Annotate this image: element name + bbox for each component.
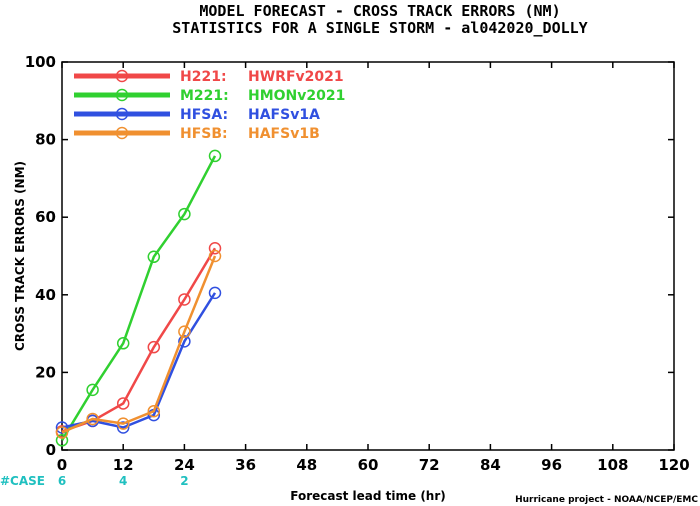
x-tick-label: 0 — [57, 456, 67, 474]
x-tick-label: 120 — [658, 456, 689, 474]
legend-marker — [115, 88, 129, 102]
data-point — [116, 421, 130, 434]
data-point — [178, 293, 191, 306]
legend-code: H221: — [180, 69, 227, 85]
y-tick-label: 60 — [35, 208, 56, 226]
x-tick-label: 24 — [174, 456, 195, 474]
data-point — [208, 241, 222, 255]
legend-marker — [115, 107, 129, 121]
data-point — [208, 249, 222, 263]
data-point — [147, 404, 161, 418]
legend: H221: HWRFv2021 M221: HMONv2021 HFSA: HAFSv1A… — [74, 69, 345, 142]
case-count: 2 — [180, 474, 188, 488]
legend-marker — [115, 126, 129, 140]
data-point — [55, 426, 69, 439]
legend-code: HFSB: — [180, 126, 228, 142]
chart-title: MODEL FORECAST - CROSS TRACK ERRORS (NM) — [199, 2, 560, 20]
data-point — [208, 286, 222, 300]
data-point — [178, 325, 191, 338]
case-count: 4 — [119, 474, 127, 488]
y-tick-label: 20 — [35, 363, 56, 381]
x-tick-label: 60 — [358, 456, 379, 474]
data-point — [178, 335, 191, 348]
legend-name: HAFSv1B — [248, 126, 320, 142]
legend-code: HFSA: — [180, 107, 228, 123]
legend-name: HMONv2021 — [248, 88, 345, 104]
legend-code: M221: — [180, 88, 229, 104]
y-tick-label: 80 — [35, 131, 56, 149]
x-tick-label: 96 — [541, 456, 562, 474]
data-point — [55, 434, 69, 447]
data-point — [86, 412, 99, 426]
case-counts: 6 4 2 — [58, 474, 189, 488]
legend-name: HWRFv2021 — [248, 69, 344, 85]
x-tick-label: 72 — [419, 456, 440, 474]
y-tick-label: 100 — [25, 53, 56, 71]
legend-name: HAFSv1A — [248, 107, 320, 123]
x-tick-label: 84 — [480, 456, 501, 474]
y-tick-label: 0 — [46, 441, 56, 459]
series-line-3 — [61, 255, 217, 434]
data-point — [55, 421, 69, 434]
case-count: 6 — [58, 474, 66, 488]
series-line-1 — [60, 155, 217, 441]
data-point — [116, 397, 130, 410]
data-point — [178, 207, 191, 221]
data-point — [86, 383, 99, 397]
x-tick-label: 36 — [235, 456, 256, 474]
credit-text: Hurricane project - NOAA/NCEP/EMC — [515, 495, 698, 505]
x-axis-label: Forecast lead time (hr) — [290, 489, 446, 503]
chart-subtitle: STATISTICS FOR A SINGLE STORM - al042020… — [172, 19, 587, 37]
x-axis: 0 12 24 36 48 60 72 84 96 108 120 — [57, 62, 690, 474]
x-tick-label: 108 — [597, 456, 628, 474]
data-point — [116, 417, 130, 430]
x-tick-label: 12 — [113, 456, 134, 474]
legend-marker — [115, 69, 129, 83]
data-point — [116, 337, 130, 350]
x-tick-label: 48 — [296, 456, 317, 474]
y-tick-label: 40 — [35, 286, 56, 304]
data-point — [208, 149, 222, 163]
y-axis-label: CROSS TRACK ERRORS (NM) — [13, 161, 27, 351]
case-label: #CASE — [0, 474, 45, 488]
series-layer — [55, 149, 222, 447]
data-point — [147, 340, 161, 354]
data-point — [147, 250, 161, 264]
y-axis: 0 20 40 60 80 100 — [25, 53, 674, 459]
